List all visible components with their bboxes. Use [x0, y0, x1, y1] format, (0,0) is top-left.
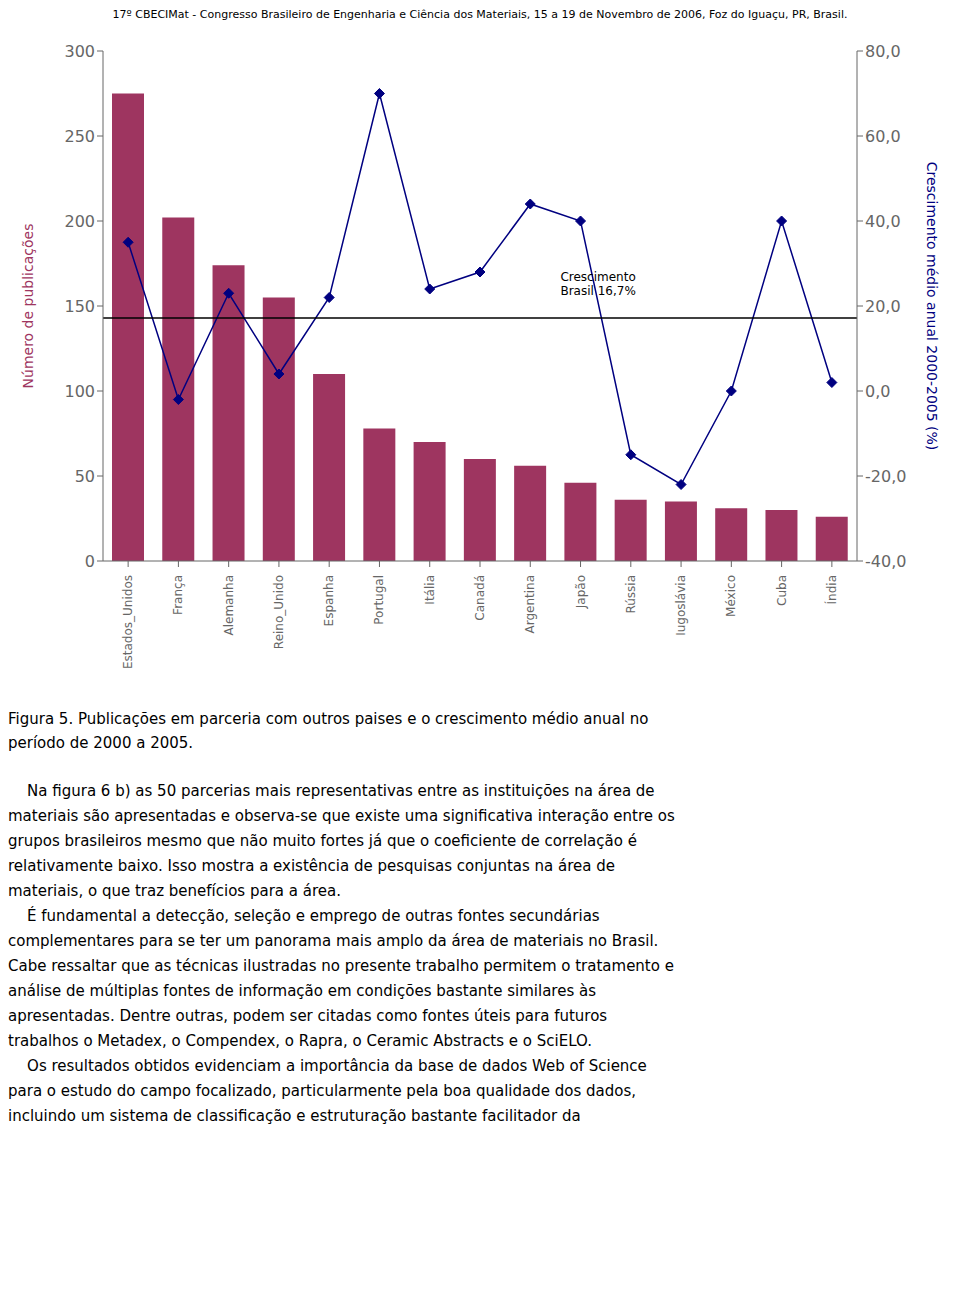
- svg-text:México: México: [724, 575, 738, 617]
- html-text:Cabe ressaltar que as técnicas: Cabe ressaltar que as técnicas ilustrada…: [8, 957, 674, 975]
- html-text:trabalhos o Metadex, o Compend: trabalhos o Metadex, o Compendex, o Rapr…: [8, 1032, 592, 1050]
- svg-text:Itália: Itália: [423, 575, 437, 605]
- svg-text:CrescimentoBrasil 16,7%: CrescimentoBrasil 16,7%: [560, 269, 635, 297]
- svg-text:Canadá: Canadá: [473, 575, 487, 621]
- svg-text:Alemanha: Alemanha: [222, 575, 236, 636]
- html-text:Os resultados obtidos evidenci: Os resultados obtidos evidenciam a impor…: [8, 1057, 647, 1075]
- svg-text:40,0: 40,0: [865, 212, 901, 231]
- svg-text:França: França: [171, 575, 185, 615]
- svg-text:250: 250: [64, 127, 95, 146]
- svg-text:Índia: Índia: [824, 575, 839, 604]
- html-text:Figura 5. Publicações em parce: Figura 5. Publicações em parceria com ou…: [8, 710, 649, 728]
- html-text:É fundamental a detecção, sele: É fundamental a detecção, seleção e empr…: [8, 907, 600, 925]
- html-text:apresentadas. Dentre outras, p: apresentadas. Dentre outras, podem ser c…: [8, 1007, 608, 1025]
- html-text:relativamente baixo. Isso most: relativamente baixo. Isso mostra a exist…: [8, 857, 615, 875]
- svg-text:Cuba: Cuba: [775, 575, 789, 606]
- svg-text:Argentina: Argentina: [523, 575, 537, 634]
- html-text:complementares para se ter um: complementares para se ter um panorama m…: [8, 932, 659, 950]
- svg-text:20,0: 20,0: [865, 297, 901, 316]
- html-text:período de 2000 a 2005.: período de 2000 a 2005.: [8, 734, 194, 752]
- svg-text:0: 0: [85, 552, 95, 571]
- svg-text:Espanha: Espanha: [322, 575, 336, 626]
- svg-text:-40,0: -40,0: [865, 552, 906, 571]
- html-text:materiais são apresentadas e o: materiais são apresentadas e observa-se …: [8, 807, 675, 825]
- svg-text:Número de publicações: Número de publicações: [20, 224, 36, 389]
- html-text:Na figura 6 b) as 50 parcerias: Na figura 6 b) as 50 parcerias mais repr…: [8, 782, 655, 800]
- svg-text:Reino_Unido: Reino_Unido: [272, 575, 286, 649]
- svg-text:200: 200: [64, 212, 95, 231]
- svg-text:0,0: 0,0: [865, 382, 890, 401]
- html-text:para o estudo do campo focaliz: para o estudo do campo focalizado, parti…: [8, 1082, 636, 1100]
- svg-text:Japão: Japão: [574, 575, 588, 609]
- svg-text:Crescimento médio anual 2000-2: Crescimento médio anual 2000-2005 (%): [924, 162, 940, 451]
- svg-text:Portugal: Portugal: [372, 575, 386, 625]
- html-text:grupos brasileiros mesmo que n: grupos brasileiros mesmo que não muito f…: [8, 832, 637, 850]
- html-text:materiais, o que traz benefíci: materiais, o que traz benefícios para a …: [8, 882, 341, 900]
- svg-text:80,0: 80,0: [865, 42, 901, 61]
- svg-text:150: 150: [64, 297, 95, 316]
- html-text:17º CBECIMat - Congresso Brasi: 17º CBECIMat - Congresso Brasileiro de E…: [112, 8, 848, 21]
- svg-text:-20,0: -20,0: [865, 467, 906, 486]
- svg-text:300: 300: [64, 42, 95, 61]
- html-text:análise de múltiplas fontes de: análise de múltiplas fontes de informaçã…: [8, 982, 596, 1000]
- svg-text:60,0: 60,0: [865, 127, 901, 146]
- svg-text:Rússia: Rússia: [624, 575, 638, 614]
- html-text:incluindo um sistema de classi: incluindo um sistema de classificação e …: [8, 1107, 581, 1125]
- svg-text:Iugoslávia: Iugoslávia: [674, 575, 688, 636]
- svg-text:Estados_Unidos: Estados_Unidos: [121, 575, 135, 669]
- svg-text:100: 100: [64, 382, 95, 401]
- svg-text:50: 50: [75, 467, 95, 486]
